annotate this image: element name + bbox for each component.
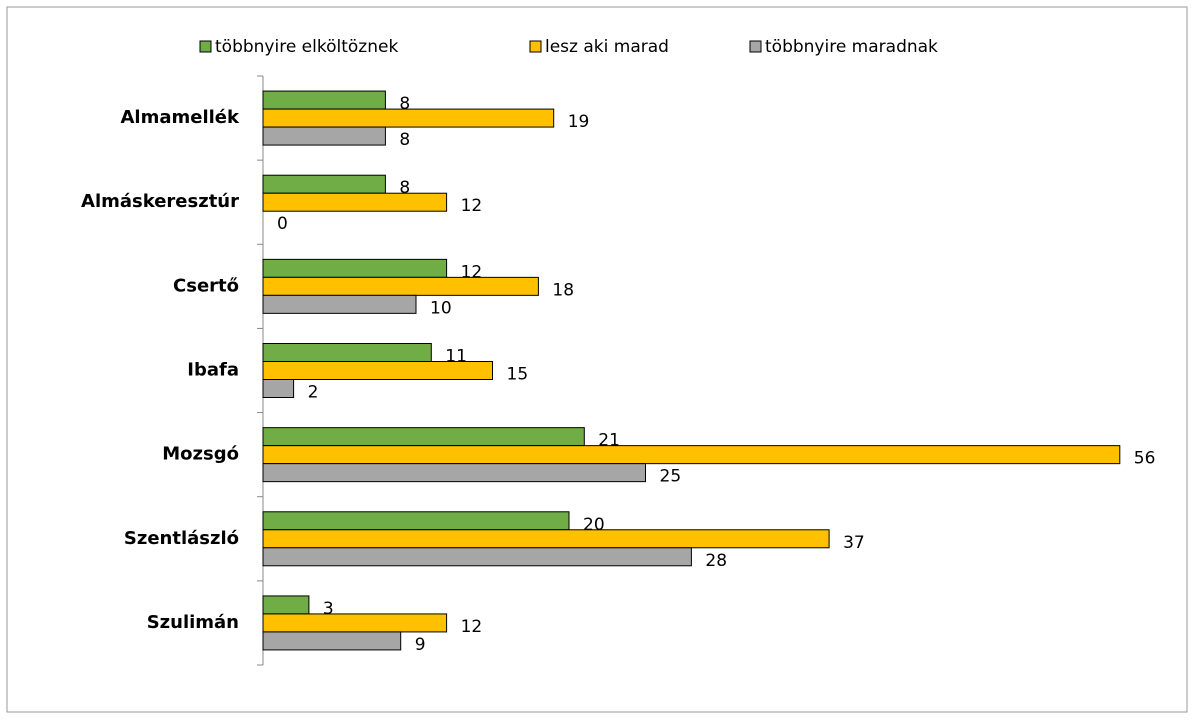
data-label: 10 [430,298,452,318]
data-label: 25 [660,467,682,487]
data-label: 9 [415,635,426,655]
category-label: Almáskeresztúr [81,191,239,212]
chart-border [6,6,1188,713]
bar [262,529,830,549]
bar [262,294,417,314]
bar [262,90,386,110]
category-label: Csertő [173,275,239,296]
bar [262,192,448,212]
category-label: Szulimán [147,612,239,633]
data-label: 15 [507,365,529,385]
category-label: Almamellék [121,107,241,128]
data-label: 2 [308,383,319,403]
bar [262,511,570,531]
bar [262,613,448,633]
bar [262,445,1121,465]
bar [262,276,539,296]
legend-swatch [199,40,212,53]
data-label: 19 [568,112,590,132]
category-label: Szentlászló [124,528,239,549]
bar [262,427,585,447]
data-label: 0 [277,214,288,234]
legend-label: többnyire elköltöznek [215,37,398,57]
legend-swatch [749,40,762,53]
data-label: 18 [552,280,574,300]
bar [262,631,402,651]
bar [262,547,692,567]
bar [262,108,555,128]
category-label: Ibafa [187,360,239,381]
bar [262,361,493,380]
data-label: 8 [399,94,410,114]
data-label: 3 [323,599,334,619]
data-label: 12 [461,617,483,637]
data-label: 8 [399,130,410,150]
bar [262,258,448,278]
bar [262,174,386,194]
category-label: Mozsgó [162,444,239,465]
legend-swatch [529,40,542,53]
data-label: 37 [843,533,865,553]
bar [262,343,432,362]
data-label: 8 [399,178,410,198]
bar [262,379,295,398]
bar [262,463,646,483]
data-label: 12 [461,196,483,216]
bar [262,126,386,146]
bar [262,595,310,615]
legend-label: lesz aki marad [545,37,669,57]
data-label: 56 [1134,449,1156,469]
legend-label: többnyire maradnak [765,37,938,57]
data-label: 28 [705,551,727,571]
